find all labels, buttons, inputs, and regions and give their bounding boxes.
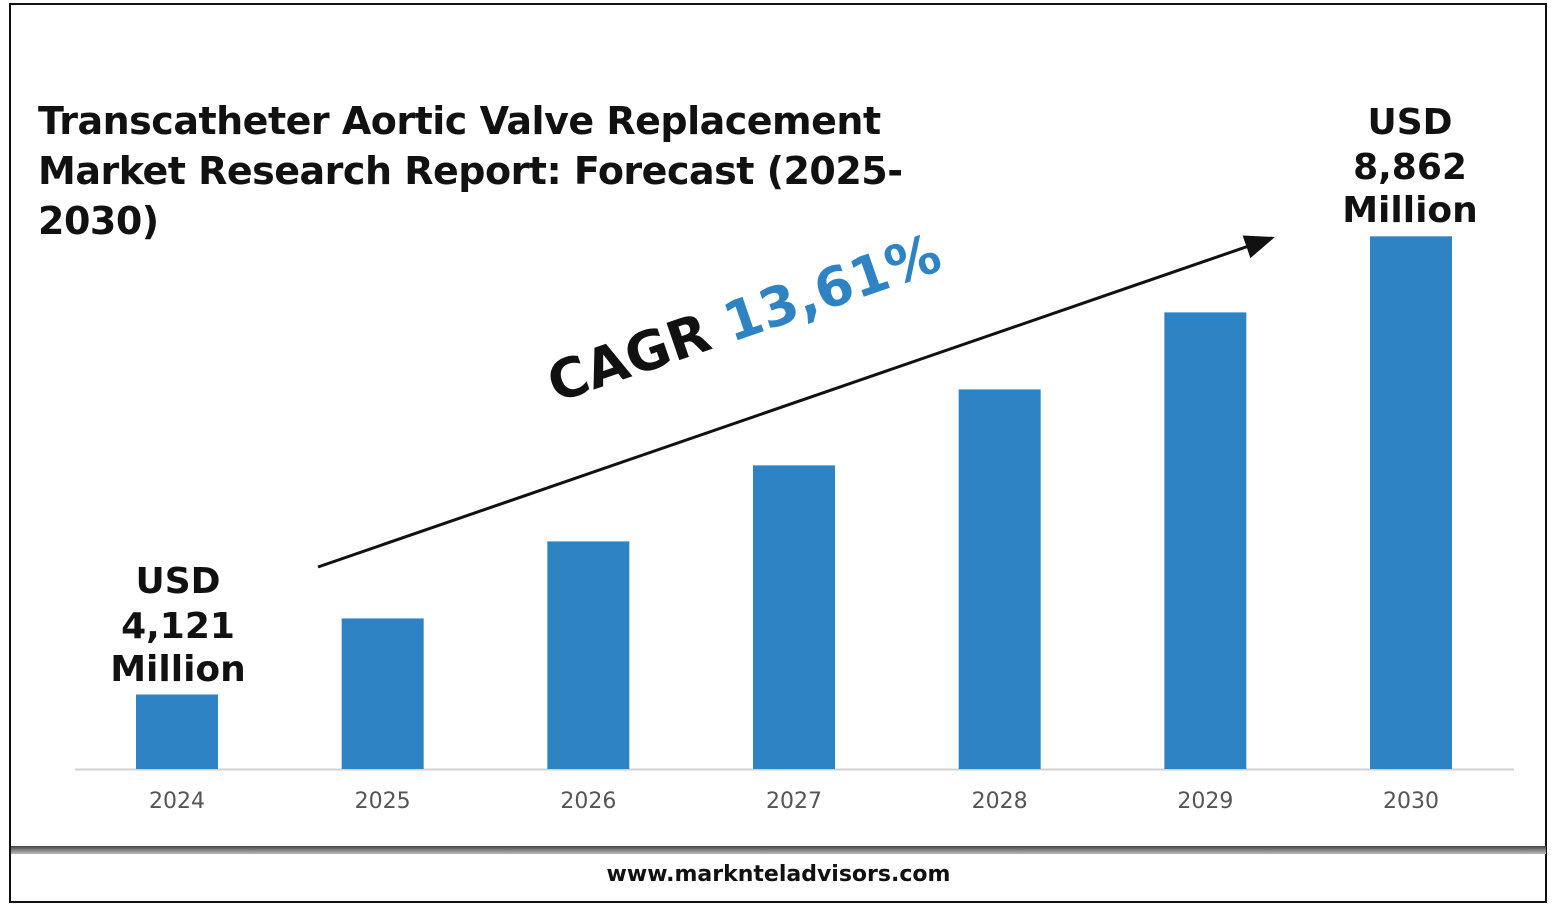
growth-arrow: [317, 235, 1275, 569]
x-tick-label: 2025: [355, 789, 411, 814]
start-unit: Million: [110, 649, 246, 690]
footer-url: www.marknteladvisors.com: [606, 862, 951, 887]
x-tick-label: 2026: [560, 789, 616, 814]
start-value: 4,121: [121, 606, 235, 647]
start-value-label: USD 4,121 Million: [78, 558, 278, 693]
x-tick-label: 2028: [972, 789, 1028, 814]
x-tick-label: 2024: [149, 789, 205, 814]
end-value: 8,862: [1353, 147, 1467, 188]
x-tick-label: 2030: [1383, 789, 1439, 814]
bar-2024: [136, 694, 218, 769]
x-tick-label: 2029: [1177, 789, 1233, 814]
x-tick-label: 2027: [766, 789, 822, 814]
frame-border: [9, 3, 1547, 903]
bar-2026: [547, 541, 630, 769]
end-currency: USD: [1367, 102, 1453, 143]
bar-2025: [341, 618, 424, 769]
footer-divider: [11, 846, 1546, 854]
end-unit: Million: [1342, 190, 1478, 231]
bar-2029: [1164, 312, 1247, 769]
chart-title: Transcatheter Aortic Valve Replacement M…: [38, 99, 903, 243]
bar-2028: [958, 389, 1041, 769]
bar-2030: [1370, 236, 1452, 769]
bar-2027: [753, 465, 835, 769]
end-value-label: USD 8,862 Million: [1310, 99, 1510, 234]
start-currency: USD: [135, 561, 221, 602]
